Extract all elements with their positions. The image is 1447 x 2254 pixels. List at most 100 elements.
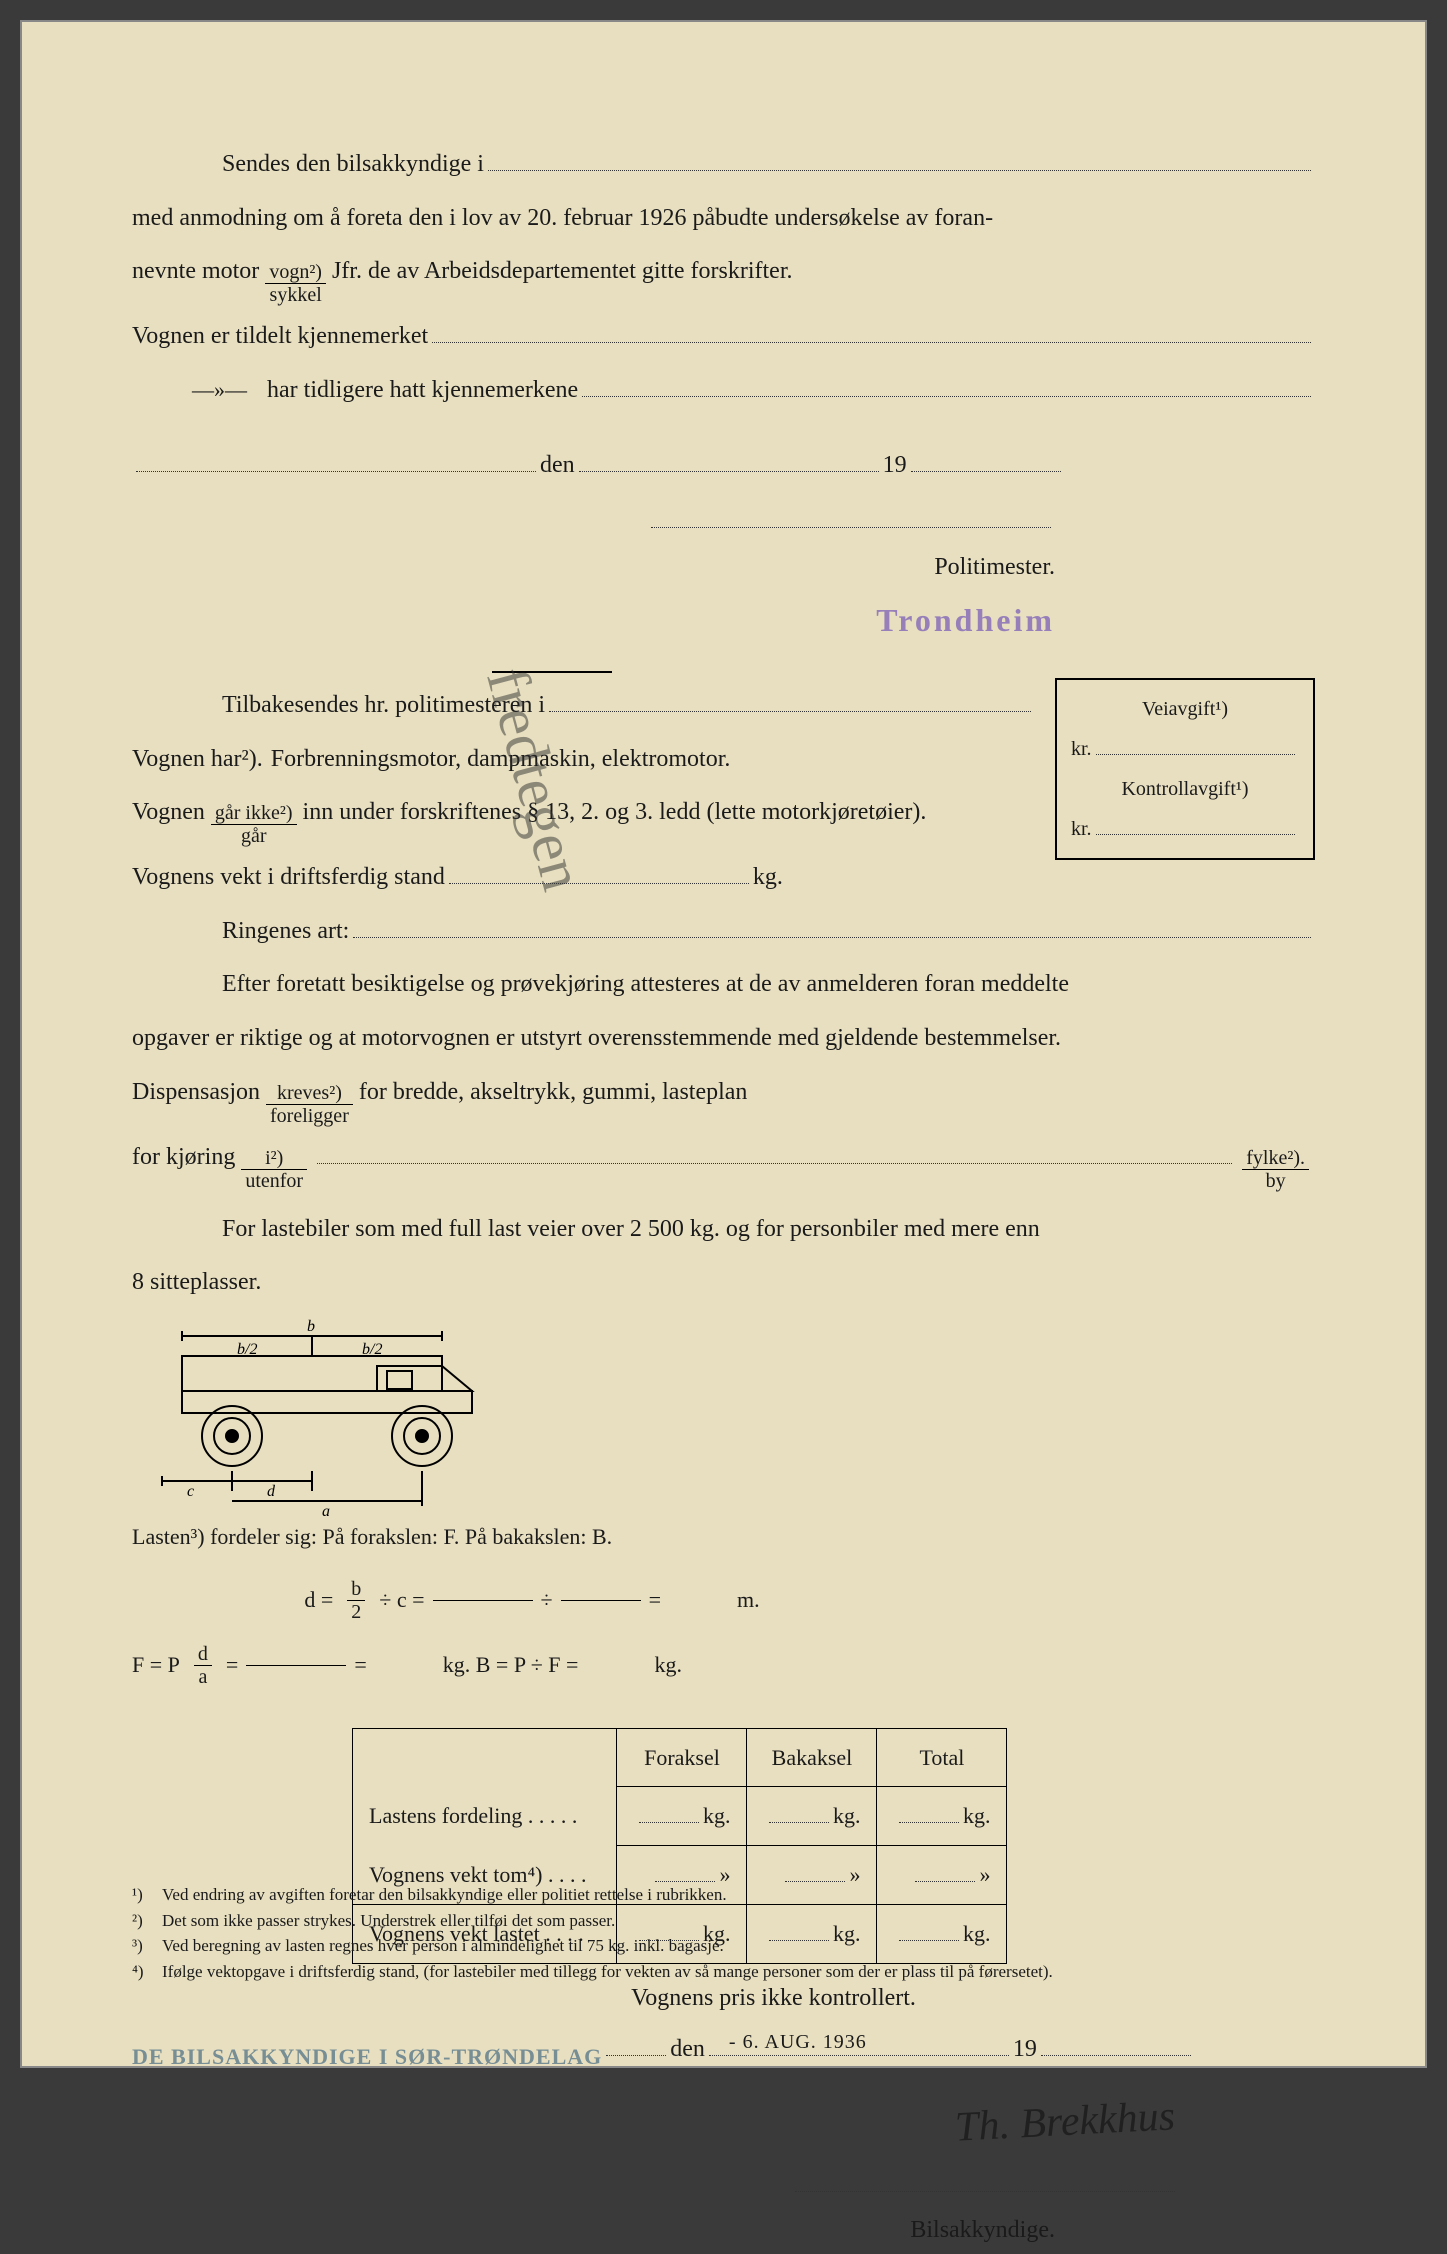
line-vognen-har: Vognen har²). Forbrenningsmotor, dampmas… [132,737,1035,783]
line-dispensasjon: Dispensasjon kreves²) foreligger for bre… [132,1070,1315,1127]
text: med anmodning om å foreta den i lov av 2… [132,196,993,242]
text: Forbrenningsmotor, dampmaskin, elektromo… [271,737,731,783]
date-stamp: - 6. AUG. 1936 [729,2023,867,2061]
politimester-block: Politimester. Trondheim [132,499,1055,651]
text-year: 19 [1013,2027,1037,2073]
text: Dispensasjon [132,1070,260,1116]
kr-label: kr. [1071,810,1092,848]
col-bakaksel: Bakaksel [747,1728,877,1787]
line-vekt: Vognens vekt i driftsferdig stand kg. [132,855,1035,901]
signature-line [795,2191,1175,2192]
text: for bredde, akseltrykk, gummi, lasteplan [359,1070,748,1116]
text: inn under forskriftenes § 13, 2. og 3. l… [303,790,927,836]
line-sendes: Sendes den bilsakkyndige i [132,142,1315,188]
signature: Th. Brekkhus [953,2077,1177,2168]
fraction-da: d a [194,1643,212,1688]
fill-field [246,1665,346,1666]
footnotes: ¹)Ved endring av avgiften foretar den bi… [132,1881,1315,1986]
kr-label: kr. [1071,730,1092,768]
col-foraksel: Foraksel [617,1728,747,1787]
table-header-row: Foraksel Bakaksel Total [353,1728,1007,1787]
line-nevnte-motor: nevnte motor vogn²) sykkel Jfr. de av Ar… [132,249,1315,306]
fee-box: Veiavgift¹) kr. Kontrollavgift¹) kr. [1055,678,1315,860]
line-sitteplasser: 8 sitteplasser. [132,1260,1315,1306]
formula-f: F = P d a = = kg. B = P ÷ F = kg. [132,1643,932,1688]
fraction-fylke-by: fylke²). by [1242,1147,1309,1192]
fill-field [579,444,879,473]
line-lastebiler: For lastebiler som med full last veier o… [132,1207,1315,1253]
col-total: Total [877,1728,1007,1787]
bottom-date-line: DE BILSAKKYNDIGE I SØR-TRØNDELAG den - 6… [132,2027,1315,2073]
text: 8 sitteplasser. [132,1260,261,1306]
text: opgaver er riktige og at motorvognen er … [132,1016,1061,1062]
kontrollavgift-label: Kontrollavgift¹) [1121,770,1248,808]
line-tidligere: —»— har tidligere hatt kjennemerkene [172,368,1315,414]
bilsakkyndige-label: Bilsakkyndige. [910,2217,1055,2243]
fraction-gaar: går ikke²) går [211,802,297,847]
footnote: ²)Det som ikke passer strykes. Understre… [132,1909,1315,1933]
text: Sendes den bilsakkyndige i [222,142,484,188]
fill-field [1096,731,1295,755]
fill-field [136,444,536,473]
ditto-marker: —»— [192,369,247,411]
fill-field [911,444,1061,473]
veiavgift-label: Veiavgift¹) [1142,690,1228,728]
text: Vognen [132,790,205,836]
line-opgaver: opgaver er riktige og at motorvognen er … [132,1016,1315,1062]
label-b: b [307,1318,315,1335]
line-vognen-gaar: Vognen går ikke²) går inn under forskrif… [132,790,1035,847]
footnote: ¹)Ved endring av avgiften foretar den bi… [132,1883,1315,1907]
document-page: fredtegen Sendes den bilsakkyndige i med… [20,20,1427,2068]
line-date: den 19 [132,443,1315,489]
trondheim-stamp: Trondheim [876,602,1055,638]
fraction-i-utenfor: i²) utenfor [241,1147,307,1192]
text: Jfr. de av Arbeidsdepartementet gitte fo… [332,249,793,295]
fill-field [433,1600,533,1601]
fill-field [651,499,1051,528]
formula-d: d = b 2 ÷ c = ÷ = m. [132,1578,932,1623]
text: Vognen har²). [132,737,263,783]
text: Vognens vekt i driftsferdig stand [132,855,445,901]
line-ringenes: Ringenes art: [132,909,1315,955]
bilsakkyndige-stamp: DE BILSAKKYNDIGE I SØR-TRØNDELAG [132,2036,602,2078]
politimester-label: Politimester. [934,554,1055,580]
line-tilbakesendes: Tilbakesendes hr. politimesteren i [132,683,1035,729]
label-d: d [267,1483,276,1500]
text: har tidligere hatt kjennemerkene [267,368,578,414]
label-b2: b/2 [237,1341,257,1358]
fraction-vogn-sykkel: vogn²) sykkel [265,261,326,306]
truck-diagram: b b/2 b/2 c d a [132,1316,502,1516]
fill-field: - 6. AUG. 1936 [709,2027,1009,2056]
line-for-kjoring: for kjøring i²) utenfor fylke²). by [132,1135,1315,1192]
fill-field [488,142,1311,171]
fill-field [317,1135,1232,1164]
text: Tilbakesendes hr. politimesteren i [222,683,545,729]
text-year: 19 [883,443,907,489]
line-anmodning: med anmodning om å foreta den i lov av 2… [132,196,1315,242]
label-c: c [187,1483,194,1500]
signature-area: Th. Brekkhus Bilsakkyndige. [132,2083,1175,2254]
text: for kjøring [132,1135,235,1181]
lasten-text: Lasten³) fordeler sig: På forakslen: F. … [132,1516,932,1558]
footnote: ³)Ved beregning av lasten regnes hver pe… [132,1934,1315,1958]
divider [492,671,612,673]
fill-field [606,2027,666,2056]
text: Ringenes art: [222,909,349,955]
fill-field [582,368,1311,397]
table-row: Lastens fordeling . . . . . kg. kg. kg. [353,1787,1007,1846]
line-efter: Efter foretatt besiktigelse og prøvekjør… [132,962,1315,1008]
fraction-kreves: kreves²) foreligger [266,1082,353,1127]
footnote: ⁴)Ifølge vektopgave i driftsferdig stand… [132,1960,1315,1984]
fill-field [353,909,1311,938]
fill-field [449,855,749,884]
line-kjennemerket: Vognen er tildelt kjennemerket [132,314,1315,360]
fill-field [561,1600,641,1601]
text: nevnte motor [132,249,259,295]
text: For lastebiler som med full last veier o… [222,1207,1040,1253]
formula-block: Lasten³) fordeler sig: På forakslen: F. … [132,1516,932,1708]
text: Efter foretatt besiktigelse og prøvekjør… [222,962,1069,1008]
text: Vognen er tildelt kjennemerket [132,314,428,360]
fraction-b2: b 2 [347,1578,365,1623]
fill-field [1041,2027,1191,2056]
section-return: Veiavgift¹) kr. Kontrollavgift¹) kr. Til… [132,683,1315,909]
